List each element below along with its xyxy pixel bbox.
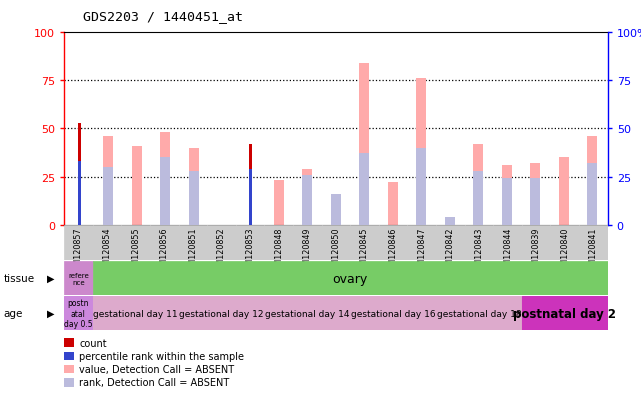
Bar [558, 158, 569, 225]
Bar [303, 175, 312, 225]
Text: tissue: tissue [3, 273, 35, 283]
Bar [551, 225, 579, 260]
Bar [179, 225, 207, 260]
Text: GSM120847: GSM120847 [417, 227, 426, 275]
Text: GSM120848: GSM120848 [274, 227, 283, 275]
Text: postn
atal
day 0.5: postn atal day 0.5 [64, 299, 93, 328]
Text: GSM120853: GSM120853 [246, 227, 254, 275]
Bar [293, 225, 322, 260]
Text: GSM120856: GSM120856 [160, 227, 169, 275]
Bar [379, 225, 408, 260]
Text: ▶: ▶ [47, 273, 55, 283]
Bar [587, 164, 597, 225]
Bar [188, 171, 199, 225]
Text: GSM120843: GSM120843 [474, 227, 483, 275]
Bar [160, 158, 170, 225]
Bar [93, 225, 121, 260]
Bar [236, 225, 264, 260]
Bar [188, 148, 199, 225]
Bar [64, 297, 93, 330]
Bar [121, 225, 150, 260]
Text: GSM120839: GSM120839 [531, 227, 540, 275]
Text: GSM120849: GSM120849 [303, 227, 312, 275]
Bar [408, 225, 436, 260]
Bar [274, 181, 284, 225]
Text: gestational day 18: gestational day 18 [437, 309, 521, 318]
Text: GSM120850: GSM120850 [331, 227, 340, 275]
Bar [93, 297, 179, 330]
Text: GSM120845: GSM120845 [360, 227, 369, 275]
Bar [131, 146, 142, 225]
Text: age: age [3, 309, 22, 318]
Bar [303, 169, 312, 225]
Bar [249, 169, 252, 225]
Bar [64, 261, 93, 295]
Bar [416, 79, 426, 225]
Text: ovary: ovary [333, 272, 368, 285]
Text: gestational day 11: gestational day 11 [94, 309, 178, 318]
Bar [150, 225, 179, 260]
Bar [207, 225, 236, 260]
Bar [64, 225, 93, 260]
Bar [160, 133, 170, 225]
Bar [445, 217, 454, 225]
Text: GSM120840: GSM120840 [560, 227, 569, 275]
Bar [331, 195, 341, 225]
Bar [78, 162, 81, 225]
Text: GDS2203 / 1440451_at: GDS2203 / 1440451_at [83, 10, 244, 23]
Bar [350, 297, 436, 330]
Bar [360, 64, 369, 225]
Bar [179, 297, 264, 330]
Bar [522, 225, 551, 260]
Bar [78, 123, 81, 225]
Bar [579, 225, 608, 260]
Bar [473, 145, 483, 225]
Bar [103, 137, 113, 225]
Bar [502, 166, 512, 225]
Text: gestational day 16: gestational day 16 [351, 309, 435, 318]
Text: refere
nce: refere nce [68, 272, 89, 285]
Bar [264, 297, 350, 330]
Text: GSM120855: GSM120855 [131, 227, 140, 275]
Text: postnatal day 2: postnatal day 2 [513, 307, 616, 320]
Bar [493, 225, 522, 260]
Text: gestational day 12: gestational day 12 [179, 309, 263, 318]
Text: GSM120857: GSM120857 [74, 227, 83, 275]
Bar [322, 225, 350, 260]
Bar [436, 225, 465, 260]
Bar [360, 154, 369, 225]
Text: rank, Detection Call = ABSENT: rank, Detection Call = ABSENT [79, 377, 229, 387]
Text: GSM120846: GSM120846 [388, 227, 397, 275]
Bar [388, 183, 398, 225]
Bar [530, 179, 540, 225]
Bar [264, 225, 293, 260]
Bar [530, 164, 540, 225]
Text: GSM120841: GSM120841 [589, 227, 598, 275]
Bar [502, 179, 512, 225]
Text: GSM120844: GSM120844 [503, 227, 512, 275]
Text: ▶: ▶ [47, 309, 55, 318]
Bar [249, 145, 252, 225]
Bar [416, 148, 426, 225]
Text: GSM120852: GSM120852 [217, 227, 226, 275]
Text: gestational day 14: gestational day 14 [265, 309, 349, 318]
Bar [587, 137, 597, 225]
Text: GSM120842: GSM120842 [446, 227, 455, 275]
Text: count: count [79, 338, 107, 348]
Bar [465, 225, 493, 260]
Text: value, Detection Call = ABSENT: value, Detection Call = ABSENT [79, 364, 235, 374]
Bar [522, 297, 608, 330]
Bar [350, 225, 379, 260]
Text: percentile rank within the sample: percentile rank within the sample [79, 351, 244, 361]
Text: GSM120851: GSM120851 [188, 227, 197, 275]
Bar [436, 297, 522, 330]
Bar [473, 171, 483, 225]
Text: GSM120854: GSM120854 [103, 227, 112, 275]
Bar [103, 168, 113, 225]
